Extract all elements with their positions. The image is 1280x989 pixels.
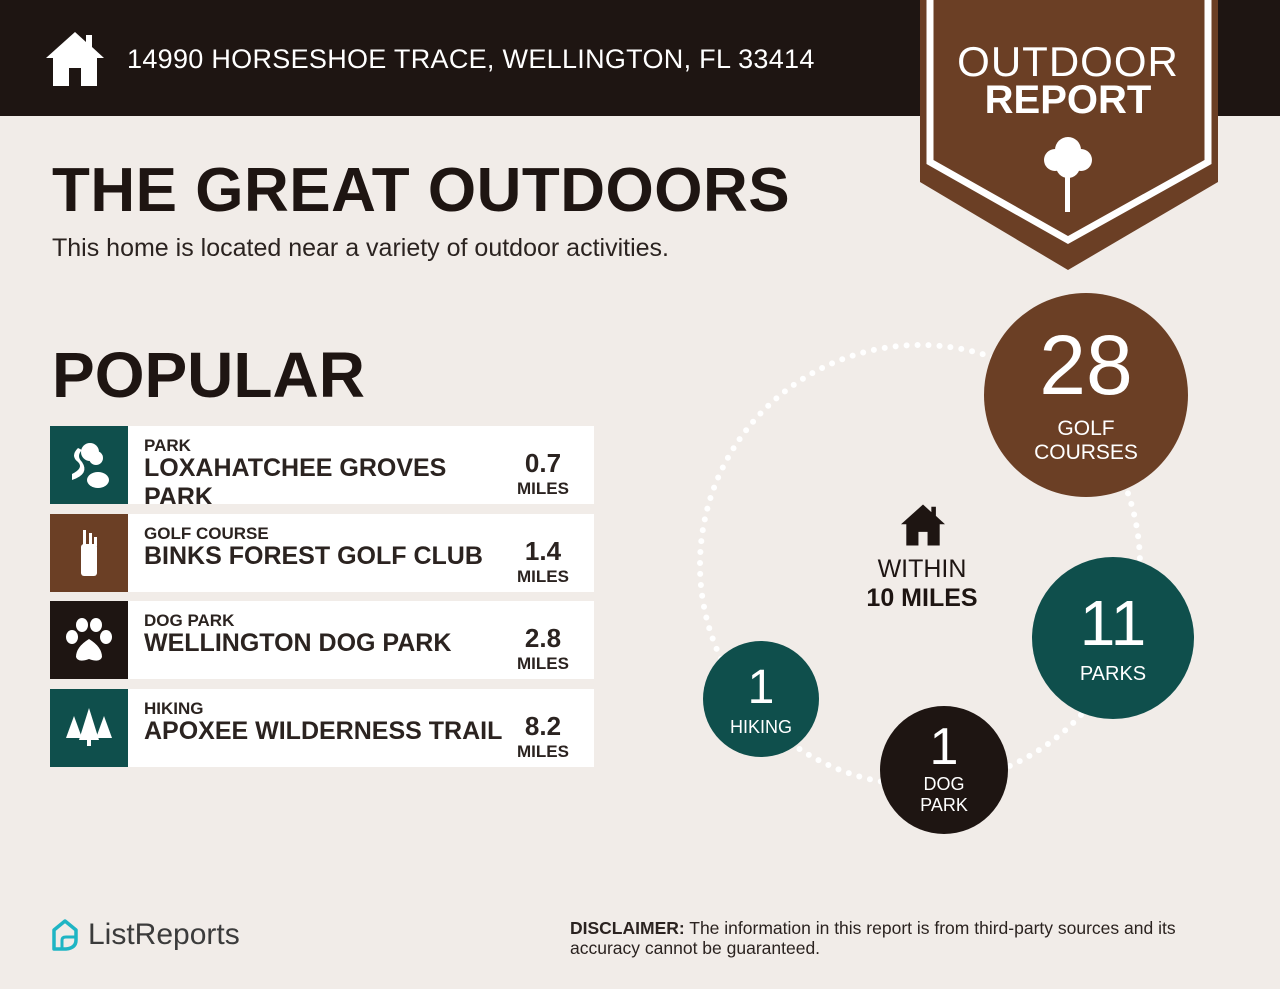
item-distance: 2.8	[524, 623, 562, 653]
within-line1: WITHIN	[877, 555, 967, 583]
home-icon	[46, 32, 104, 86]
dog-park-label1: DOG	[923, 774, 965, 794]
list-item: GOLF COURSE BINKS FOREST GOLF CLUB 1.4 M…	[50, 514, 594, 592]
parks-label: PARKS	[1079, 663, 1147, 685]
park-icon	[50, 426, 128, 504]
dog-park-count: 1	[929, 718, 959, 776]
within-label: WITHIN 10 MILES	[842, 555, 1002, 613]
home-icon	[901, 504, 945, 546]
item-distance: 0.7	[524, 448, 562, 478]
list-item: PARK LOXAHATCHEE GROVES PARK 0.7 MILES	[50, 426, 594, 504]
item-distance: 1.4	[524, 536, 562, 566]
disclaimer-label: DISCLAIMER:	[570, 918, 685, 938]
report-banner	[920, 0, 1218, 270]
dog-park-label2: PARK	[920, 794, 968, 815]
page-title: THE GREAT OUTDOORS	[52, 156, 791, 225]
banner-line2: REPORT	[984, 78, 1152, 122]
listreports-logo: ListReports	[50, 918, 240, 952]
golf-label2: COURSES	[1034, 441, 1138, 465]
popular-heading: POPULAR	[52, 339, 365, 411]
item-distance: 8.2	[524, 711, 562, 741]
brand-name: ListReports	[88, 918, 240, 951]
pine-trees-icon	[50, 689, 128, 767]
disclaimer-text: The information in this report is from t…	[570, 918, 1176, 958]
item-category: HIKING	[144, 699, 204, 718]
parks-count-bubble: 11 PARKS	[1032, 557, 1194, 719]
within-line2: 10 MILES	[866, 584, 978, 612]
golf-bag-icon	[50, 514, 128, 592]
item-category: DOG PARK	[144, 611, 235, 630]
hiking-label: HIKING	[729, 717, 792, 737]
page-subtitle: This home is located near a variety of o…	[52, 234, 669, 262]
golf-label1: GOLF	[1057, 417, 1115, 440]
property-address: 14990 HORSESHOE TRACE, WELLINGTON, FL 33…	[127, 44, 815, 74]
item-name: LOXAHATCHEE GROVES PARK	[144, 454, 447, 504]
disclaimer: DISCLAIMER: The information in this repo…	[570, 918, 1250, 958]
banner-line1: OUTDOOR	[957, 38, 1179, 85]
item-name: BINKS FOREST GOLF CLUB	[144, 542, 483, 570]
golf-count: 28	[1039, 318, 1133, 412]
item-unit: MILES	[517, 654, 569, 673]
item-category: PARK	[144, 436, 191, 455]
item-name: APOXEE WILDERNESS TRAIL	[144, 717, 503, 745]
list-item: DOG PARK WELLINGTON DOG PARK 2.8 MILES	[50, 601, 594, 679]
paw-icon	[50, 601, 128, 679]
golf-count-bubble: 28 GOLF COURSES	[984, 293, 1188, 497]
listreports-logo-icon	[52, 919, 78, 951]
hiking-count-bubble: 1 HIKING	[703, 641, 819, 757]
item-category: GOLF COURSE	[144, 524, 269, 543]
list-item: HIKING APOXEE WILDERNESS TRAIL 8.2 MILES	[50, 689, 594, 767]
item-unit: MILES	[517, 567, 569, 586]
item-unit: MILES	[517, 479, 569, 498]
item-unit: MILES	[517, 742, 569, 761]
hiking-count: 1	[747, 661, 775, 714]
dog-park-count-bubble: 1 DOG PARK	[880, 706, 1008, 834]
item-name: WELLINGTON DOG PARK	[144, 629, 452, 657]
parks-count: 11	[1079, 587, 1147, 659]
tree-icon	[1044, 137, 1092, 212]
